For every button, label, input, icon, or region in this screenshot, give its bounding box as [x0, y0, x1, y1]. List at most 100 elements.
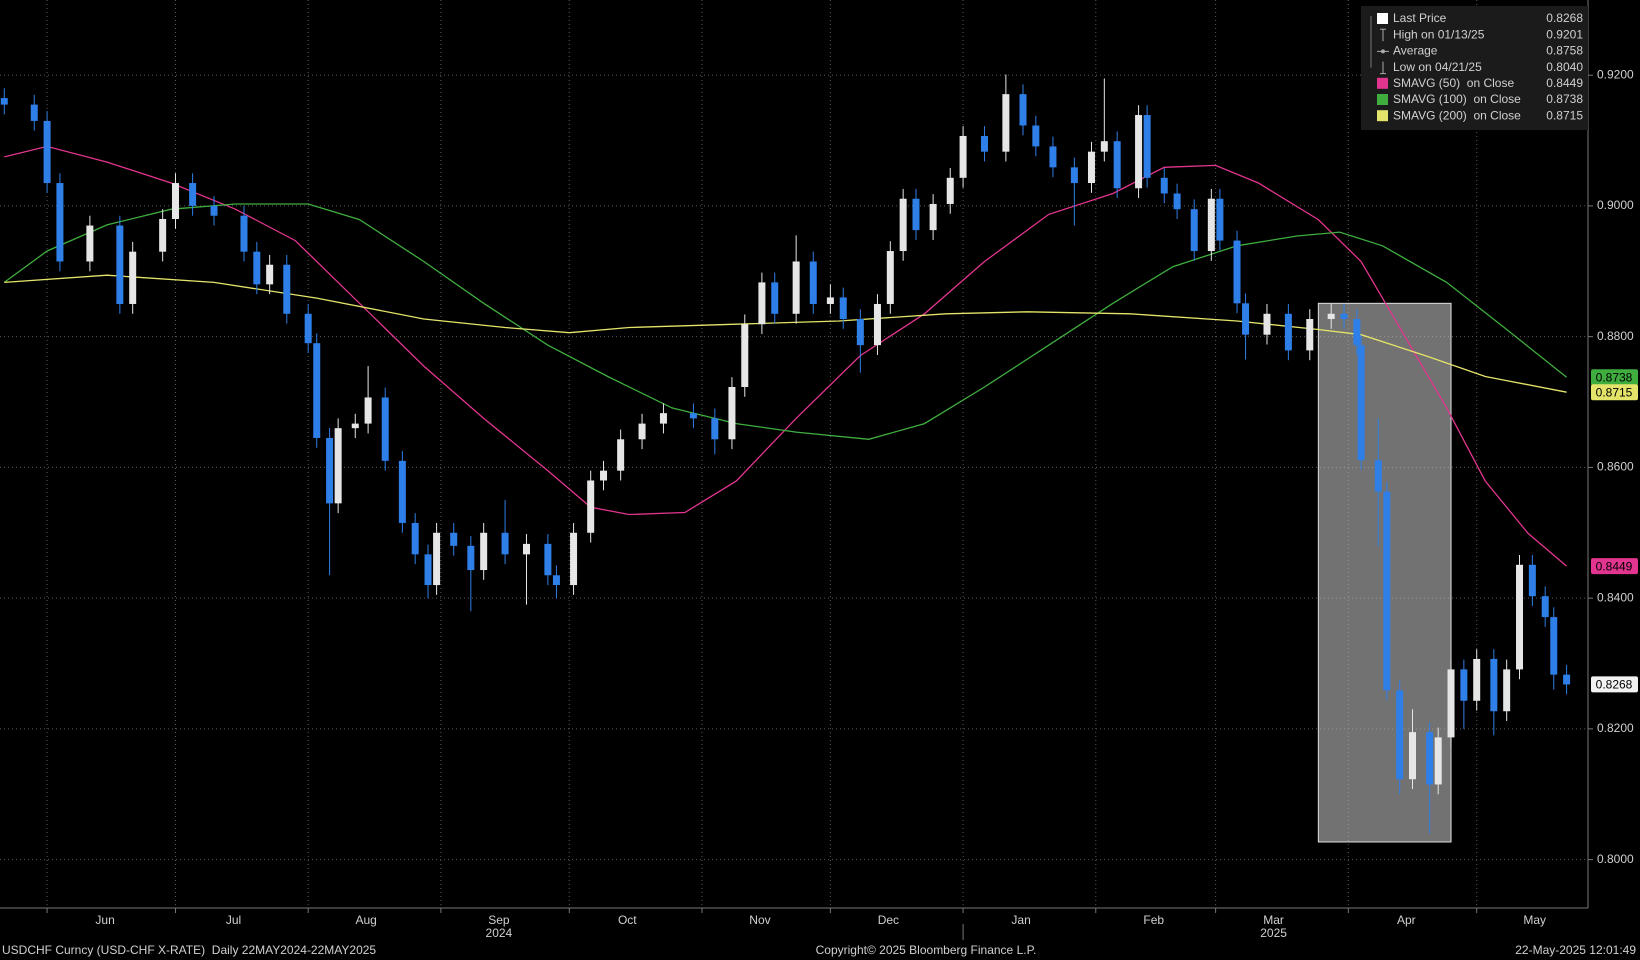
candle-body [1357, 345, 1365, 461]
candle-body [980, 135, 988, 152]
candle-body [1207, 198, 1215, 252]
candle-body [1409, 732, 1417, 780]
candle-body [1306, 319, 1314, 351]
legend-label: SMAVG (50) on Close [1393, 76, 1514, 90]
candle-body [728, 386, 736, 440]
candle-body [450, 532, 458, 546]
y-tick-label: 0.8200 [1597, 721, 1634, 735]
candle-body [809, 261, 817, 304]
x-tick-label: Nov [749, 913, 770, 927]
candle-body [43, 120, 51, 184]
x-tick-label: Apr [1397, 913, 1416, 927]
y-tick-label: 0.8400 [1597, 590, 1634, 604]
legend-label: Last Price [1393, 11, 1447, 25]
legend-label: High on 01/13/25 [1393, 27, 1485, 41]
candle-body [587, 480, 595, 533]
x-tick-label: Jun [95, 913, 114, 927]
candle-body [1113, 141, 1121, 189]
legend-value: 0.8758 [1546, 44, 1583, 58]
legend-value: 0.8040 [1546, 60, 1583, 74]
y-tick-label: 0.8600 [1597, 460, 1634, 474]
candle-body [1528, 564, 1536, 597]
candle-body [0, 98, 8, 105]
candle-body [1049, 146, 1057, 168]
candle-body [1541, 596, 1549, 618]
candle-body [856, 319, 864, 346]
candle-body [480, 532, 488, 571]
candle-body [544, 543, 552, 576]
candle-body [1353, 319, 1361, 346]
candle-body [522, 543, 530, 555]
legend-value: 0.9201 [1546, 27, 1583, 41]
candle-body [501, 532, 509, 555]
last-value-tag [1591, 369, 1638, 386]
candle-body [1503, 669, 1511, 712]
y-tick-label: 0.8000 [1597, 852, 1634, 866]
candle-body [552, 575, 560, 586]
candle-body [758, 282, 766, 325]
y-tick-label: 0.9200 [1597, 67, 1634, 81]
candle-body [899, 198, 907, 252]
candle-body [364, 397, 372, 424]
legend-swatch [1377, 94, 1388, 105]
candle-body [570, 532, 578, 586]
candle-body [912, 198, 920, 231]
ma-line [3, 203, 1568, 440]
candle-body [1563, 674, 1571, 685]
x-tick-label: Mar [1263, 913, 1284, 927]
candle-body [1340, 313, 1348, 320]
candle-body [1190, 209, 1198, 252]
candle-body [1473, 658, 1481, 701]
year-label: 2025 [1260, 926, 1287, 940]
legend-swatch [1377, 13, 1388, 24]
candle-body [1002, 94, 1010, 152]
candle-body [1242, 303, 1250, 335]
candle-body [1490, 658, 1498, 712]
last-value-tag-label: 0.8738 [1596, 370, 1633, 384]
candle-body [1383, 491, 1391, 691]
legend-glyph [1381, 49, 1385, 54]
last-value-tag [1591, 558, 1638, 575]
candle-body [467, 545, 475, 571]
candle-body [1070, 167, 1078, 184]
candle-body [1233, 240, 1241, 304]
candle-body [792, 261, 800, 314]
candle-body [1100, 141, 1108, 152]
last-value-tag [1591, 384, 1638, 401]
x-tick-label: Jul [226, 913, 241, 927]
candle-body [1032, 125, 1040, 147]
x-tick-label: May [1523, 913, 1546, 927]
candle-body [304, 313, 312, 344]
x-tick-label: Feb [1143, 913, 1164, 927]
candle-body [1447, 669, 1455, 738]
candle-body [411, 522, 419, 555]
candle-body [159, 218, 167, 252]
candle-body [873, 303, 881, 346]
candle-body [433, 532, 441, 586]
candle-body [1396, 690, 1404, 780]
candle-body [1143, 115, 1151, 178]
candle-body [1327, 313, 1335, 320]
candle-body [1460, 669, 1468, 701]
candle-body [116, 225, 124, 304]
legend-label: Low on 04/21/25 [1393, 60, 1482, 74]
last-value-tag-label: 0.8449 [1596, 559, 1633, 573]
candle-body [1263, 313, 1271, 335]
legend-swatch [1377, 110, 1388, 122]
candle-body [1374, 460, 1382, 492]
candle-body [946, 177, 954, 204]
candle-body [86, 225, 94, 262]
candle-body [334, 428, 342, 504]
footer-left: USDCHF Curncy (USD-CHF X-RATE) Daily 22M… [2, 943, 376, 957]
legend: Last Price 0.8268 High on 01/13/25 0.9201 Av… [1370, 11, 1583, 122]
x-tick-label: Oct [618, 913, 637, 927]
legend-value: 0.8738 [1546, 92, 1583, 106]
candle-body [381, 397, 389, 461]
candle-body [56, 183, 64, 262]
y-tick-label: 0.8800 [1597, 329, 1634, 343]
candle-body [1550, 617, 1558, 675]
candle-body [171, 183, 179, 219]
candle-body [30, 104, 38, 121]
ma-line [4, 274, 1567, 393]
